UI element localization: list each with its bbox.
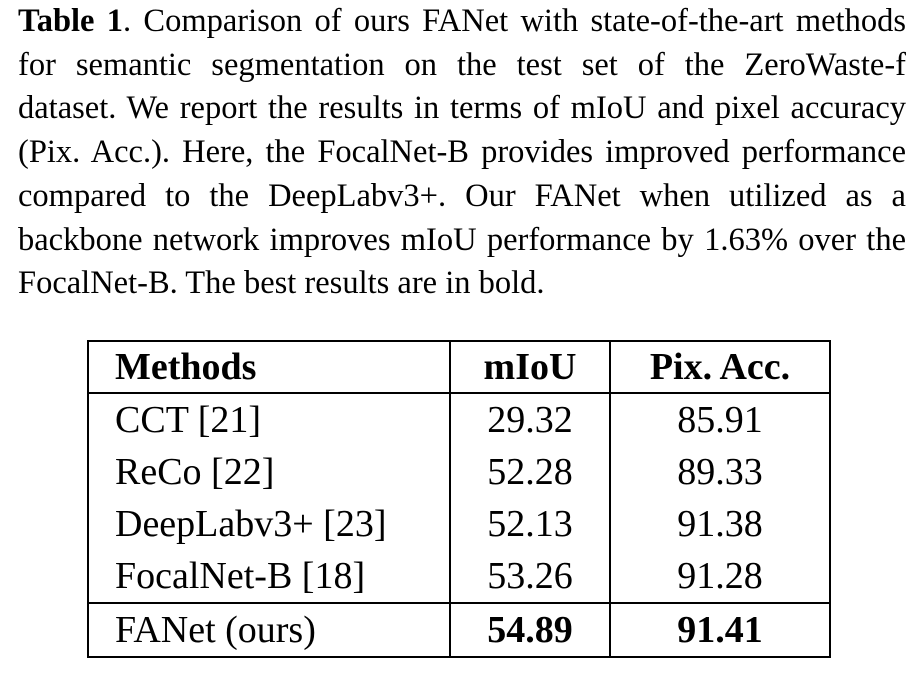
results-table: Methods mIoU Pix. Acc. CCT [21] 29.32 85.91 R… xyxy=(87,340,831,658)
table-row: FANet (ours) 54.89 91.41 xyxy=(88,602,830,657)
table-cell: FANet (ours) xyxy=(88,602,450,657)
caption-label: Table 1 xyxy=(18,3,123,39)
table-cell: 53.26 xyxy=(449,550,610,603)
table-cell: 29.32 xyxy=(449,393,610,446)
header-cell: Methods xyxy=(88,341,450,394)
table-cell: 54.89 xyxy=(449,602,610,657)
header-cell: mIoU xyxy=(449,341,610,394)
table-cell: 91.28 xyxy=(609,550,830,603)
table-cell: FocalNet-B [18] xyxy=(115,555,366,597)
table-row: FocalNet-B [18] 53.26 91.28 xyxy=(88,550,830,603)
table-cell: 91.41 xyxy=(609,602,830,657)
table-row: DeepLabv3+ [23] 52.13 91.38 xyxy=(88,498,830,550)
table-cell: 91.38 xyxy=(609,498,830,550)
table-cell: CCT [21] xyxy=(115,399,262,441)
table-cell: ReCo [22] xyxy=(115,451,275,493)
header-cell: Pix. Acc. xyxy=(609,341,830,394)
table-cell: 89.33 xyxy=(609,446,830,498)
table-row: ReCo [22] 52.28 89.33 xyxy=(88,446,830,498)
table-body: CCT [21] 29.32 85.91 ReCo [22] 52.28 89.33 Dee… xyxy=(88,393,830,657)
header-row: Methods mIoU Pix. Acc. xyxy=(88,341,830,394)
table-cell: DeepLabv3+ [23] xyxy=(115,503,387,545)
table-cell: 52.13 xyxy=(449,498,610,550)
table-row: CCT [21] 29.32 85.91 xyxy=(88,393,830,446)
table-cell: 52.28 xyxy=(449,446,610,498)
table-cell: 85.91 xyxy=(609,393,830,446)
caption: Table 1. Comparison of ours FANet with s… xyxy=(18,0,906,306)
caption-text: . Comparison of ours FANet with state-of… xyxy=(18,3,906,302)
